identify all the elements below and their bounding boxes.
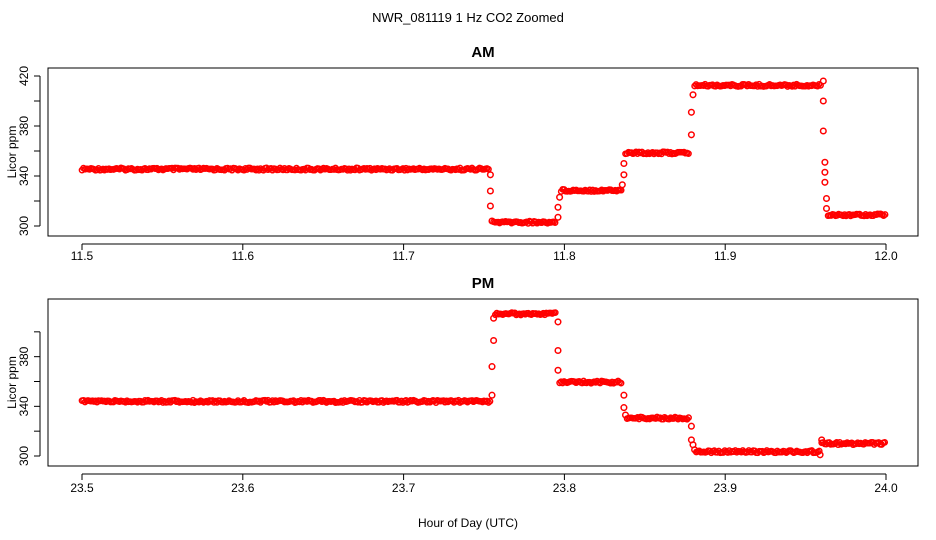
data-point (618, 181, 626, 189)
data-point (488, 217, 496, 225)
data-point (819, 77, 827, 85)
data-point (556, 193, 564, 201)
data-point (687, 108, 695, 116)
data-point (486, 171, 494, 179)
data-point (818, 436, 826, 444)
pm-x-tick-label: 23.6 (231, 481, 255, 495)
data-point (687, 422, 695, 430)
pm-plot-frame (47, 298, 919, 467)
data-point (621, 411, 630, 419)
data-point (554, 318, 562, 326)
data-point (821, 158, 829, 166)
pm-y-tick-label: 380 (17, 346, 31, 366)
pm-x-tick-label: 23.5 (70, 481, 94, 495)
pm-y-tick-label: 300 (17, 446, 31, 466)
am-x-tick-label: 11.7 (392, 249, 415, 263)
data-point (620, 404, 628, 412)
am-panel: AM Licor ppm 11.5 11.6 11.7 11.8 11.9 12.0 300 34… (5, 44, 919, 263)
pm-x-tick-label: 23.7 (392, 481, 416, 495)
data-point (816, 451, 824, 459)
data-point (488, 391, 496, 399)
data-point (881, 439, 889, 446)
am-x-tick-label: 11.9 (714, 249, 737, 263)
data-point (881, 211, 889, 218)
am-plot-frame (47, 67, 919, 237)
am-panel-title: AM (471, 44, 494, 61)
data-point (551, 309, 559, 316)
data-point (488, 363, 496, 371)
am-y-tick-label: 340 (17, 166, 31, 186)
data-point (483, 397, 491, 405)
data-point (822, 194, 831, 203)
pm-data-points (78, 309, 889, 459)
am-x-tick-label: 11.5 (71, 249, 94, 263)
pm-panel: PM Licor ppm 23.5 23.6 23.7 23.8 23.9 24.0 300 34… (5, 275, 919, 495)
data-point (620, 391, 628, 399)
am-y-axis-label: Licor ppm (5, 126, 19, 179)
am-x-tick-label: 11.6 (232, 249, 255, 263)
pm-y-tick-label: 340 (17, 396, 31, 416)
data-point (486, 187, 494, 195)
am-x-tick-label: 12.0 (874, 249, 898, 263)
data-point (554, 346, 562, 355)
data-point (687, 131, 695, 139)
am-y-tick-label: 420 (17, 66, 31, 86)
data-point (490, 314, 498, 322)
data-point (685, 414, 692, 421)
data-point (554, 203, 562, 211)
data-point (490, 336, 498, 345)
data-point (822, 204, 831, 213)
am-y-tick-label: 300 (17, 216, 31, 236)
data-point (689, 91, 697, 99)
page-title: NWR_081119 1 Hz CO2 Zoomed (372, 10, 564, 25)
pm-y-axis-label: Licor ppm (5, 356, 19, 409)
data-point (617, 379, 625, 387)
data-point (486, 397, 494, 405)
data-point (819, 97, 827, 105)
pm-x-tick-label: 23.8 (553, 481, 577, 495)
am-data-points (78, 77, 889, 227)
data-point (691, 446, 699, 454)
data-point (554, 213, 562, 221)
pm-x-tick-label: 24.0 (874, 481, 898, 495)
data-point (815, 447, 823, 455)
am-x-tick-label: 11.8 (553, 249, 576, 263)
data-point (685, 150, 692, 157)
data-point (485, 165, 492, 173)
data-point (620, 159, 628, 168)
pm-panel-title: PM (472, 275, 495, 292)
data-point (554, 366, 562, 374)
data-point (821, 178, 829, 186)
data-point (819, 127, 827, 135)
data-point (821, 168, 829, 176)
pm-x-tick-label: 23.9 (714, 481, 738, 495)
x-axis-title: Hour of Day (UTC) (418, 516, 518, 530)
data-point (551, 219, 559, 226)
data-point (486, 202, 494, 210)
am-y-tick-label: 380 (17, 116, 31, 136)
data-point (620, 171, 628, 179)
